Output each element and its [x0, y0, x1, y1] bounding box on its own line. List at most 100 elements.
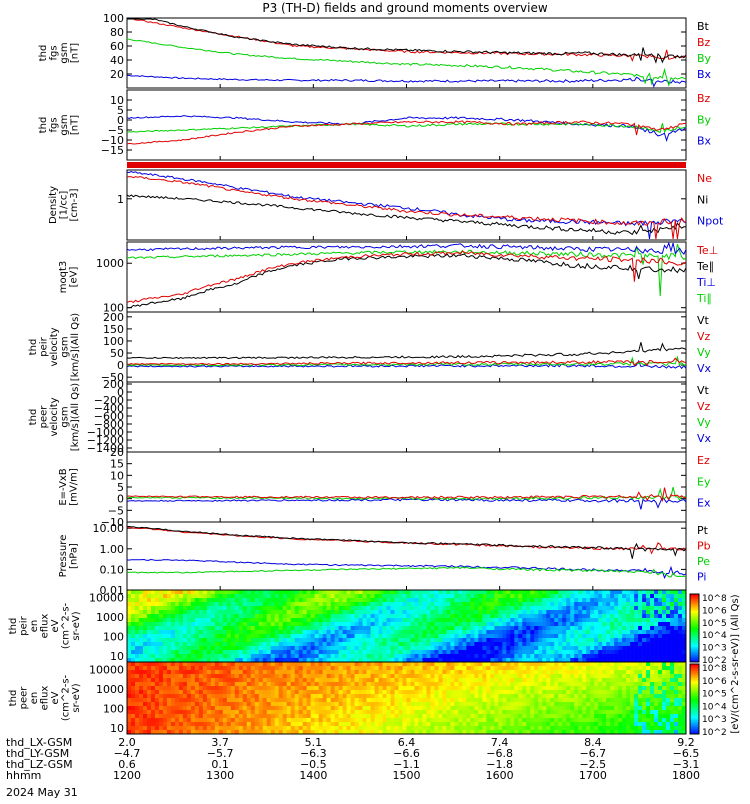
heatmap-cell	[379, 706, 383, 710]
heatmap-cell	[203, 634, 207, 638]
heatmap-cell	[450, 646, 454, 650]
heatmap-cell	[187, 698, 191, 702]
heatmap-cell	[223, 694, 227, 698]
heatmap-cell	[442, 642, 446, 646]
heatmap-cell	[215, 662, 219, 666]
heatmap-cell	[466, 722, 470, 726]
heatmap-cell	[450, 614, 454, 618]
heatmap-cell	[534, 638, 538, 642]
heatmap-cell	[478, 610, 482, 614]
heatmap-cell	[135, 670, 139, 674]
heatmap-cell	[410, 606, 414, 610]
heatmap-cell	[586, 590, 590, 594]
heatmap-cell	[403, 670, 407, 674]
heatmap-cell	[175, 610, 179, 614]
heatmap-cell	[251, 654, 255, 658]
heatmap-cell	[391, 618, 395, 622]
heatmap-cell	[291, 598, 295, 602]
heatmap-cell	[303, 606, 307, 610]
heatmap-cell	[506, 666, 510, 670]
heatmap-cell	[143, 610, 147, 614]
heatmap-cell	[518, 626, 522, 630]
heatmap-cell	[414, 606, 418, 610]
heatmap-cell	[231, 674, 235, 678]
heatmap-cell	[650, 606, 654, 610]
heatmap-cell	[223, 714, 227, 718]
heatmap-cell	[267, 714, 271, 718]
heatmap-cell	[590, 682, 594, 686]
heatmap-cell	[670, 590, 674, 594]
heatmap-cell	[339, 674, 343, 678]
heatmap-cell	[482, 702, 486, 706]
heatmap-cell	[171, 638, 175, 642]
heatmap-cell	[510, 622, 514, 626]
heatmap-cell	[159, 686, 163, 690]
heatmap-cell	[279, 626, 283, 630]
heatmap-cell	[287, 614, 291, 618]
heatmap-cell	[562, 698, 566, 702]
heatmap-cell	[538, 598, 542, 602]
heatmap-cell	[147, 614, 151, 618]
heatmap-cell	[379, 722, 383, 726]
heatmap-cell	[422, 638, 426, 642]
heatmap-cell	[558, 718, 562, 722]
heatmap-cell	[454, 618, 458, 622]
heatmap-cell	[355, 594, 359, 598]
heatmap-cell	[355, 650, 359, 654]
heatmap-cell	[151, 598, 155, 602]
heatmap-cell	[474, 710, 478, 714]
heatmap-cell	[255, 642, 259, 646]
heatmap-cell	[195, 602, 199, 606]
heatmap-cell	[562, 706, 566, 710]
heatmap-cell	[263, 622, 267, 626]
heatmap-cell	[335, 610, 339, 614]
heatmap-cell	[275, 626, 279, 630]
heatmap-cell	[279, 690, 283, 694]
heatmap-cell	[614, 634, 618, 638]
heatmap-cell	[542, 714, 546, 718]
heatmap-cell	[410, 662, 414, 666]
heatmap-cell	[570, 590, 574, 594]
heatmap-cell	[395, 642, 399, 646]
heatmap-cell	[566, 682, 570, 686]
heatmap-cell	[375, 686, 379, 690]
heatmap-cell	[215, 714, 219, 718]
heatmap-cell	[494, 702, 498, 706]
heatmap-cell	[570, 710, 574, 714]
heatmap-cell	[590, 650, 594, 654]
heatmap-cell	[131, 710, 135, 714]
heatmap-cell	[510, 682, 514, 686]
heatmap-cell	[255, 706, 259, 710]
heatmap-cell	[506, 694, 510, 698]
heatmap-cell	[546, 594, 550, 598]
heatmap-cell	[558, 646, 562, 650]
heatmap-cell	[391, 710, 395, 714]
heatmap-cell	[530, 642, 534, 646]
heatmap-cell	[666, 606, 670, 610]
heatmap-cell	[359, 602, 363, 606]
heatmap-cell	[275, 710, 279, 714]
heatmap-cell	[135, 618, 139, 622]
heatmap-cell	[590, 666, 594, 670]
heatmap-cell	[458, 642, 462, 646]
heatmap-cell	[542, 666, 546, 670]
heatmap-cell	[630, 654, 634, 658]
heatmap-cell	[275, 682, 279, 686]
heatmap-cell	[259, 714, 263, 718]
heatmap-cell	[506, 606, 510, 610]
heatmap-cell	[191, 654, 195, 658]
heatmap-cell	[574, 630, 578, 634]
y-axis-label: velocity	[49, 397, 60, 436]
heatmap-cell	[187, 710, 191, 714]
y-axis-label: peir	[19, 615, 30, 635]
heatmap-cell	[255, 666, 259, 670]
heatmap-cell	[239, 622, 243, 626]
heatmap-cell	[195, 646, 199, 650]
heatmap-cell	[490, 722, 494, 726]
heatmap-cell	[171, 682, 175, 686]
heatmap-cell	[147, 674, 151, 678]
heatmap-cell	[418, 682, 422, 686]
heatmap-cell	[387, 590, 391, 594]
heatmap-cell	[279, 622, 283, 626]
